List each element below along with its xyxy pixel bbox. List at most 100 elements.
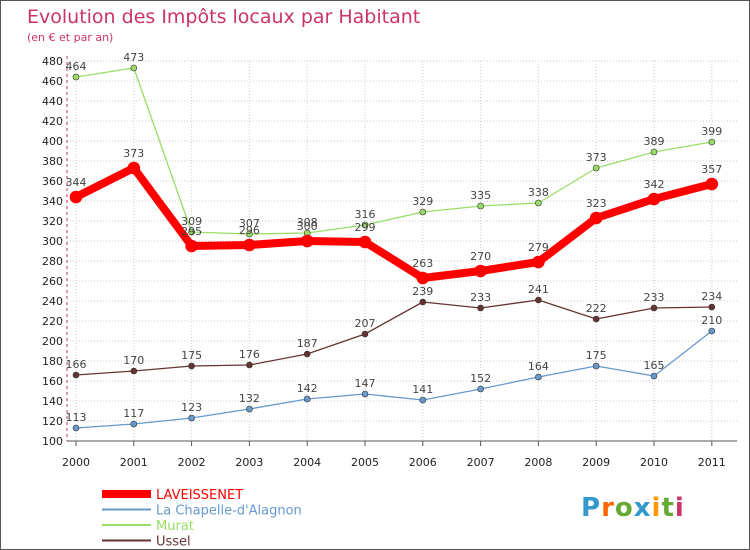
data-label: 342	[644, 178, 665, 191]
chart-subtitle: (en € et par an)	[27, 31, 113, 44]
brand-letter: i	[652, 493, 662, 523]
data-label: 464	[66, 60, 87, 73]
data-label: 152	[470, 372, 491, 385]
data-point	[361, 221, 369, 229]
data-point	[416, 271, 430, 285]
brand-letter: P	[581, 493, 601, 523]
data-label: 207	[355, 317, 376, 330]
data-point	[246, 230, 253, 238]
x-tick-label: 2011	[698, 456, 726, 469]
y-tick-label: 140	[42, 395, 63, 408]
data-point	[361, 390, 369, 398]
data-point	[535, 199, 542, 207]
x-tick-label: 2006	[409, 456, 437, 469]
data-point	[243, 238, 256, 252]
x-tick-label: 2002	[178, 456, 206, 469]
brand-letter: t	[661, 493, 674, 523]
series-line	[75, 330, 713, 429]
x-tick-label: 2000	[62, 456, 90, 469]
data-label: 329	[412, 195, 433, 208]
data-label: 165	[644, 359, 665, 372]
data-point	[705, 177, 719, 191]
data-label: 222	[586, 302, 607, 315]
data-point	[708, 303, 716, 311]
series-line	[75, 67, 713, 235]
legend-label: LAVEISSENET	[156, 488, 243, 503]
data-label: 309	[181, 215, 202, 228]
legend-label: La Chapelle-d'Alagnon	[156, 504, 302, 519]
data-point	[650, 304, 658, 312]
y-tick-label: 260	[42, 275, 63, 288]
data-point	[246, 361, 253, 369]
data-label: 308	[297, 216, 318, 229]
data-label: 307	[239, 217, 260, 230]
data-label: 132	[239, 392, 260, 405]
data-label: 373	[123, 147, 144, 160]
data-point	[130, 367, 138, 375]
data-point	[188, 414, 195, 422]
data-label: 357	[701, 163, 722, 176]
y-tick-label: 280	[42, 255, 63, 268]
data-point	[303, 395, 311, 403]
data-label: 389	[644, 135, 665, 148]
data-point	[589, 211, 603, 225]
y-tick-label: 340	[42, 195, 63, 208]
series-la-chapelle-d-alagnon: 113 117 123 132 142 147 141 152 164 175 165 210	[66, 314, 722, 432]
data-label: 316	[355, 208, 376, 221]
y-tick-label: 200	[42, 335, 63, 348]
data-label: 170	[123, 354, 144, 367]
x-tick-label: 2010	[640, 456, 668, 469]
data-point	[708, 327, 716, 335]
y-tick-label: 380	[42, 155, 63, 168]
data-point	[72, 73, 80, 81]
data-label: 263	[412, 257, 433, 270]
axes: 1001201401601802002202402602803003203403…	[42, 55, 737, 469]
data-point	[188, 362, 195, 370]
data-label: 323	[586, 197, 607, 210]
data-point	[130, 64, 138, 72]
chart-title: Evolution des Impôts locaux par Habitant	[27, 6, 420, 28]
data-label: 176	[239, 348, 260, 361]
data-label: 338	[528, 186, 549, 199]
data-point	[188, 228, 195, 236]
data-point	[474, 264, 487, 278]
data-point	[69, 190, 83, 204]
data-label: 344	[66, 176, 87, 189]
x-tick-label: 2009	[582, 456, 610, 469]
data-point	[419, 208, 427, 216]
data-label: 164	[528, 360, 549, 373]
data-point	[246, 405, 253, 413]
data-label: 239	[412, 285, 433, 298]
brand-logo: Proxiti	[581, 493, 684, 523]
data-point	[358, 235, 372, 249]
data-point	[708, 138, 716, 146]
data-label: 175	[586, 349, 607, 362]
data-point	[72, 424, 80, 432]
data-label: 234	[701, 290, 722, 303]
data-point	[592, 164, 600, 172]
x-tick-label: 2005	[351, 456, 379, 469]
data-label: 335	[470, 189, 491, 202]
y-tick-label: 440	[42, 95, 63, 108]
data-label: 175	[181, 349, 202, 362]
data-point	[185, 239, 198, 253]
data-point	[535, 373, 542, 381]
y-tick-label: 420	[42, 115, 63, 128]
data-label: 233	[470, 291, 491, 304]
x-tick-label: 2004	[293, 456, 321, 469]
data-label: 279	[528, 241, 549, 254]
y-tick-label: 300	[42, 235, 63, 248]
data-label: 300	[297, 220, 318, 233]
brand-letter: x	[634, 493, 652, 523]
data-label: 233	[644, 291, 665, 304]
y-tick-label: 120	[42, 415, 63, 428]
data-label: 399	[701, 125, 722, 138]
data-label: 473	[123, 51, 144, 64]
y-tick-label: 460	[42, 75, 63, 88]
data-label: 147	[355, 377, 376, 390]
y-tick-label: 320	[42, 215, 63, 228]
data-point	[419, 298, 427, 306]
